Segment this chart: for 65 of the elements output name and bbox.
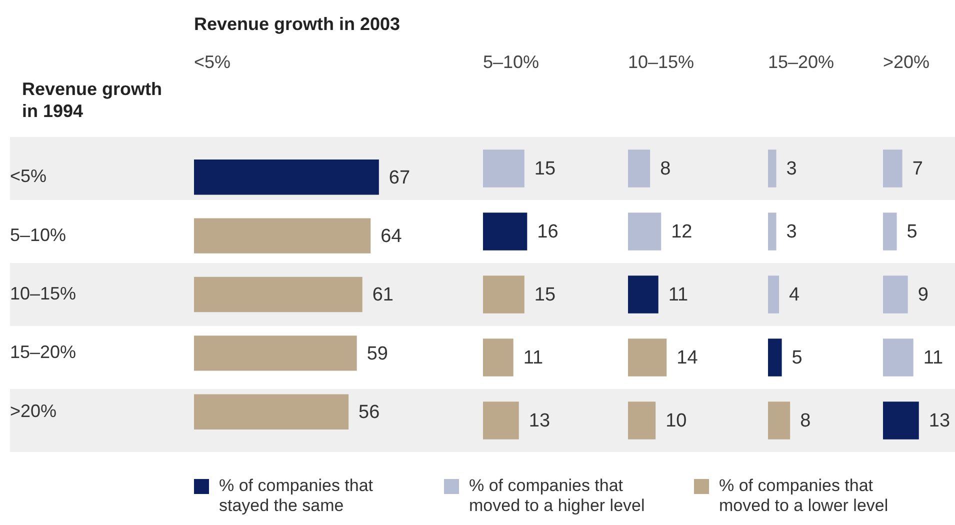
bar bbox=[628, 150, 650, 188]
y-tick-label: <5% bbox=[10, 166, 47, 186]
bar bbox=[194, 218, 371, 254]
data-label: 11 bbox=[668, 284, 688, 306]
bar bbox=[628, 212, 662, 250]
data-label: 10 bbox=[666, 410, 687, 432]
bar bbox=[483, 212, 528, 250]
chart-title: Revenue growth in 2003 bbox=[194, 14, 400, 35]
bar bbox=[768, 276, 780, 314]
bar bbox=[483, 402, 519, 440]
chart-title: 15–20% bbox=[768, 52, 834, 73]
data-label: 15 bbox=[534, 158, 556, 180]
chart-title: 10–15% bbox=[628, 52, 694, 73]
y-tick-label: >20% bbox=[10, 400, 57, 421]
bar bbox=[883, 402, 919, 440]
data-label: 59 bbox=[366, 343, 388, 364]
data-label: 3 bbox=[786, 222, 797, 243]
chart-subtitle: <5% bbox=[194, 52, 231, 73]
data-label: 5 bbox=[906, 222, 918, 243]
data-label: 9 bbox=[918, 284, 928, 306]
data-label: 7 bbox=[912, 158, 923, 180]
data-label: 8 bbox=[800, 410, 811, 432]
legend-label: % of companies that moved to a lower level bbox=[719, 476, 890, 516]
bar bbox=[768, 338, 782, 376]
data-label: 12 bbox=[671, 222, 692, 243]
data-label: 11 bbox=[523, 348, 544, 369]
data-label: 13 bbox=[528, 410, 550, 432]
bar bbox=[194, 394, 349, 430]
bar bbox=[883, 212, 897, 250]
data-label: 8 bbox=[660, 158, 671, 180]
data-label: 16 bbox=[537, 222, 558, 243]
data-label: 56 bbox=[358, 402, 380, 424]
data-label: 13 bbox=[928, 410, 950, 432]
bar bbox=[194, 336, 357, 371]
bar bbox=[768, 402, 790, 440]
y-tick-label: 5–10% bbox=[10, 224, 66, 245]
data-label: 5 bbox=[792, 348, 802, 369]
bar bbox=[628, 338, 667, 376]
bar bbox=[768, 212, 776, 250]
bar bbox=[628, 276, 658, 314]
y-tick-label: 10–15% bbox=[10, 283, 76, 304]
bar bbox=[483, 150, 524, 188]
data-label: 64 bbox=[380, 226, 402, 248]
bar bbox=[483, 276, 524, 314]
data-label: 14 bbox=[676, 348, 698, 369]
data-label: 15 bbox=[534, 284, 556, 306]
data-label: 4 bbox=[789, 284, 800, 306]
bar bbox=[483, 338, 514, 376]
y-axis-title: Revenue growth in 1994 bbox=[22, 78, 164, 122]
legend-label: % of companies that stayed the same bbox=[219, 476, 374, 516]
y-tick-label: 15–20% bbox=[10, 342, 76, 362]
bar bbox=[883, 276, 908, 314]
chart-title: 5–10% bbox=[483, 52, 540, 73]
legend-label: % of companies that moved to a higher level bbox=[469, 476, 646, 516]
data-label: 11 bbox=[923, 348, 944, 369]
bar bbox=[768, 150, 776, 188]
bar bbox=[883, 338, 914, 376]
data-label: 61 bbox=[372, 284, 394, 306]
chart-title: >20% bbox=[883, 52, 930, 73]
data-label: 3 bbox=[786, 158, 797, 180]
bar bbox=[194, 276, 362, 312]
bar bbox=[194, 160, 379, 195]
bar bbox=[628, 402, 656, 440]
bar bbox=[883, 150, 902, 188]
data-label: 67 bbox=[388, 167, 410, 188]
